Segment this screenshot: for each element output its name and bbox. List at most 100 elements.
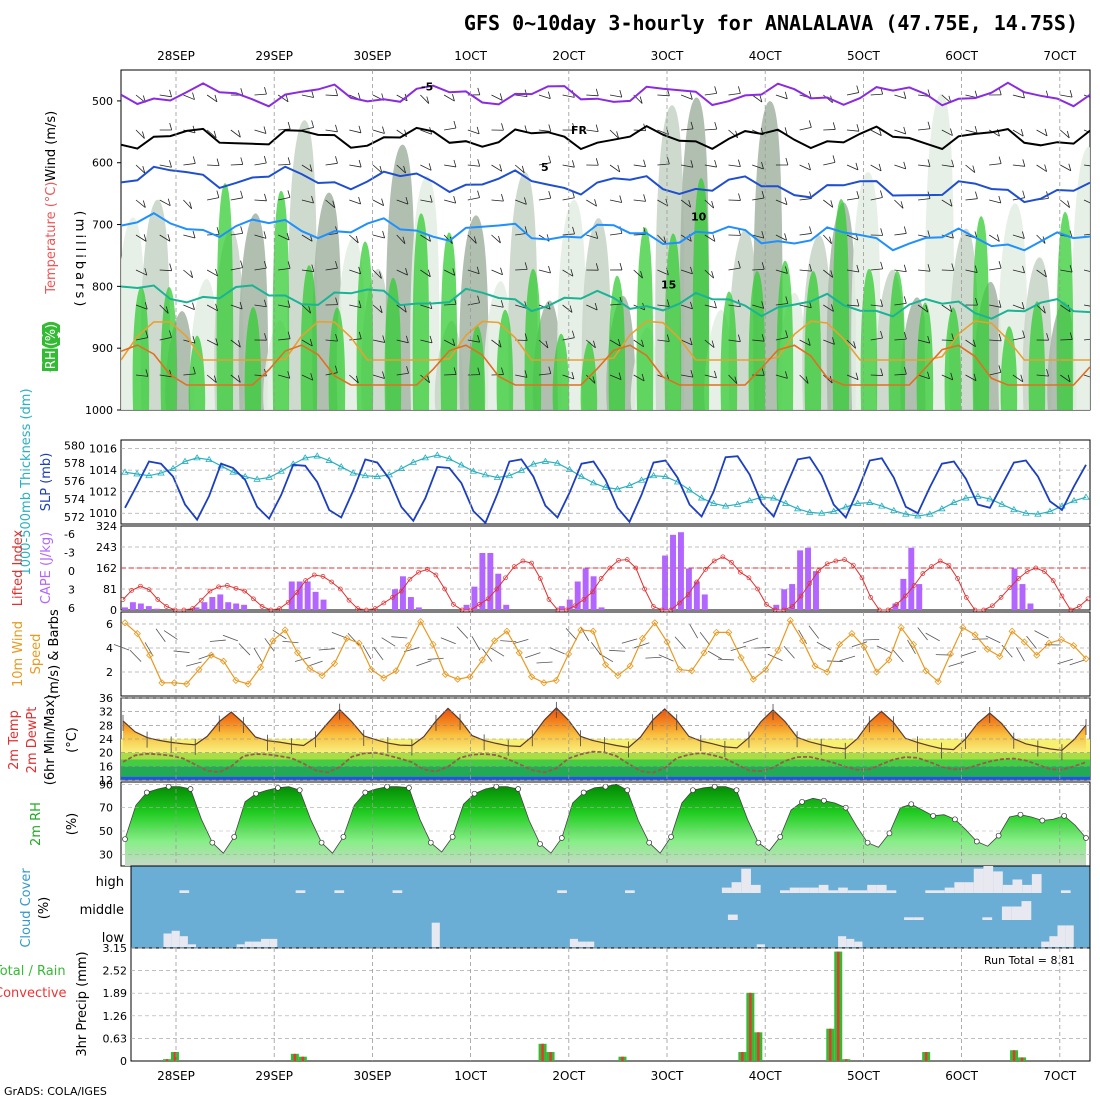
- precip-conv-bar: [1020, 1057, 1024, 1061]
- lifted-index-marker: [164, 604, 169, 609]
- wind-speed-marker: [330, 660, 339, 668]
- wind-barb: [728, 129, 738, 139]
- isotherm-line: [121, 284, 1090, 320]
- wind-speed-marker: [897, 624, 905, 632]
- wind-barb: [491, 164, 502, 172]
- wind-barb-feather: [998, 195, 1002, 204]
- wind-barb: [159, 269, 172, 272]
- wind-barb-feather: [808, 162, 811, 171]
- wind-barb: [206, 94, 218, 103]
- wind-speed-marker: [589, 627, 597, 635]
- cloud-bar: [913, 917, 924, 920]
- cloud-bar: [818, 884, 829, 893]
- temp-tick-label: 24: [99, 733, 113, 746]
- wind-barb: [941, 129, 953, 136]
- dewpoint-line: [122, 750, 1087, 774]
- wind-barb: [1083, 304, 1090, 307]
- wind-barb-feather: [737, 334, 741, 342]
- wind-speed-marker: [219, 657, 228, 665]
- wind-barb-feather: [1068, 163, 1072, 171]
- wind-barb-10m: [925, 632, 940, 642]
- wind-barb: [704, 234, 716, 242]
- wind-barb: [467, 164, 480, 167]
- wind-barb: [989, 163, 1002, 166]
- cloud-bar: [731, 882, 742, 893]
- cloud-bar: [964, 882, 974, 893]
- wind-barb-feather: [453, 159, 457, 168]
- wind-barb-feather: [335, 124, 338, 132]
- thickness-marker: [697, 494, 706, 501]
- wind-barb: [443, 234, 453, 244]
- wind-barb: [894, 164, 906, 170]
- wind-barb-feather: [807, 338, 811, 346]
- wind-barb: [372, 199, 384, 206]
- cape-bar: [225, 602, 232, 610]
- wind-barb-feather: [358, 159, 362, 168]
- wind-barb-feather: [476, 126, 480, 134]
- temp-band: [121, 752, 1090, 760]
- wind-barb-feather: [856, 298, 860, 307]
- wind-barb-feather: [690, 160, 694, 168]
- wind-barb-feather: [785, 266, 788, 274]
- cloud-bar: [756, 944, 765, 947]
- lifted-index-marker: [529, 560, 534, 566]
- wind-barb: [538, 269, 551, 274]
- wind-barb-feather: [476, 266, 480, 274]
- cape-bar: [312, 591, 319, 610]
- chart-title: GFS 0~10day 3-hourly for ANALALAVA (47.7…: [464, 11, 1078, 35]
- date-label-top: 29SEP: [255, 49, 293, 63]
- precip-tick-label: 2.52: [103, 965, 128, 978]
- precip-frame: [130, 947, 1091, 1062]
- wind-barb-feather: [335, 156, 338, 164]
- slp-panel: 572 574 576 578 580 1010 1012 1014 1016 1000-500…: [19, 388, 1091, 576]
- wind-speed-marker: [170, 679, 178, 687]
- wind-barb: [349, 374, 359, 384]
- wind-barb-feather: [595, 88, 599, 96]
- lifted-index-line: [122, 556, 1089, 611]
- wind-barb: [491, 269, 503, 276]
- wind-barb: [278, 374, 290, 379]
- wind-barb: [870, 197, 883, 201]
- wind-barb-feather: [1022, 190, 1026, 198]
- wind-barb: [135, 337, 148, 341]
- wind-barb: [1036, 129, 1048, 137]
- cloud-bar: [789, 887, 800, 893]
- lifted-tick-label: -6: [64, 528, 75, 541]
- wind-barb: [704, 339, 715, 348]
- wind-barb-feather: [192, 336, 196, 344]
- wind-barb-feather: [855, 162, 859, 171]
- lifted-index-marker: [955, 576, 960, 581]
- slp-label: SLP (mb): [39, 453, 54, 512]
- wind-barb-feather: [144, 302, 148, 310]
- cape-bar: [566, 599, 573, 610]
- wind-barb: [609, 164, 621, 173]
- thickness-marker: [433, 451, 442, 458]
- cape-bar: [320, 599, 327, 610]
- cloud-bar: [838, 887, 848, 893]
- wind-barb-feather: [264, 193, 267, 201]
- wind-barb: [538, 94, 551, 100]
- wind-barb: [704, 374, 717, 379]
- wind-barb-feather: [216, 227, 220, 235]
- date-label-top: 1OCT: [454, 49, 487, 63]
- lifted-index-marker: [911, 583, 917, 588]
- wind-barb-feather: [358, 266, 362, 274]
- lifted-tick-label: 0: [68, 565, 75, 578]
- wind-barb-10m: [536, 661, 553, 664]
- wind-speed-marker: [614, 672, 622, 680]
- wind-barb-feather: [239, 301, 243, 310]
- wind-barb: [206, 269, 218, 277]
- wind-barb-feather: [237, 375, 241, 383]
- thickness-marker: [818, 509, 826, 516]
- wind-barb: [444, 164, 457, 168]
- isotherm-line: [121, 212, 1090, 252]
- wind-speed-marker: [380, 674, 388, 682]
- wind-barb-feather: [996, 234, 1000, 242]
- wind-barb-feather: [334, 365, 338, 373]
- wind-barb-feather: [379, 271, 382, 279]
- wind-barb-feather: [501, 367, 504, 375]
- wind-speed-line: [124, 619, 1087, 685]
- wind-speed-marker: [429, 640, 437, 648]
- thickness-marker: [806, 508, 814, 515]
